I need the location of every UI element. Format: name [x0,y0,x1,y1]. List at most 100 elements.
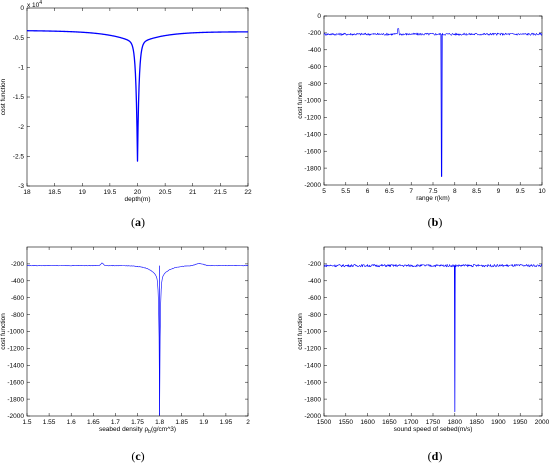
x-tick-label: 8 [453,188,457,195]
y-axis-label: cost function [0,78,7,115]
x-tick-label: 1950 [513,419,528,426]
panel-d: 1500 1550 1600 1650 1700 1750 1800 1850 1900 1950… [297,246,550,463]
y-tick-label: -2000 [7,413,24,420]
x-tick-label: 1.5 [22,419,31,426]
x-tick-label: 21.5 [214,189,227,196]
y-tick-label: -1000 [304,329,321,336]
x-tick-label: 1650 [382,419,397,426]
y-tick-label: -600 [11,295,24,302]
x-tick-label: 1800 [448,419,463,426]
x-tick-label: 1.55 [43,419,56,426]
y-tick-label: 0 [317,13,321,20]
x-tick-label: 1.85 [175,419,188,426]
y-tick-label: -1600 [7,379,24,386]
x-tick-label: 2 [246,419,250,426]
plot-frame [26,246,249,417]
x-axis-label-main: seabed density ρ [99,426,149,433]
y-tick-label: -400 [308,47,321,54]
x-tick-label: 18 [23,189,31,196]
y-tick-label: -1000 [304,98,321,105]
y-tick-label: -800 [308,81,321,88]
y-tick-label: -1800 [304,396,321,403]
y-tick-label: -800 [308,312,321,319]
y-axis-label: cost function [0,313,7,350]
x-tick-label: 1700 [404,419,419,426]
x-tick-label: 9.5 [516,188,525,195]
x-tick-label: 6.5 [385,188,394,195]
x-axis-label: range r(km) [416,195,450,202]
x-tick-label: 8.5 [472,188,481,195]
panel-label-open: ( [131,449,135,463]
panel-label-close: ) [141,449,145,463]
y-axis-label: cost function [297,82,304,119]
x-tick-label: 5.5 [341,188,350,195]
x-tick-label: 7 [409,188,413,195]
y-tick-label: -600 [308,64,321,71]
y-tick-label: -1 [18,65,24,72]
y-tick-label: -2000 [304,182,321,189]
x-tick-label: 18.5 [48,189,61,196]
panel-label: (b) [428,215,443,229]
panel-label-letter: c [135,449,141,463]
y-tick-label: -2000 [304,413,321,420]
panel-label-open: ( [428,449,432,463]
x-axis-label: sound speed of sebed(m/s) [394,426,473,433]
y-tick-label: -1600 [304,379,321,386]
plot-frame [323,15,543,186]
y-tick-label: -600 [308,295,321,302]
panel-label-letter: a [135,215,141,229]
x-tick-label: 1.7 [111,419,120,426]
x-tick-label: 1.6 [67,419,76,426]
panel-c: 1.5 1.55 1.6 1.65 1.7 1.75 1.8 1.85 1.9 1.95 2 -200… [0,246,250,463]
panel-label-close: ) [141,215,145,229]
panel-label-open: ( [428,215,432,229]
x-tick-label: 21 [189,189,197,196]
x-axis-label-unit: (g/cm^3) [151,426,176,433]
series-line [323,28,543,177]
plot-frame [323,246,543,417]
x-tick-label: 2000 [535,419,550,426]
y-tick-label: -1400 [304,363,321,370]
panel-label-close: ) [438,215,442,229]
y-tick-label: -1000 [7,329,24,336]
panel-label: (a) [131,215,145,229]
x-tick-label: 6 [366,188,370,195]
x-tick-label: 1850 [469,419,484,426]
series-line [26,262,249,416]
x-axis-label-sub: b [148,429,151,435]
x-tick-label: 19.5 [104,189,117,196]
y-tick-label: -400 [11,278,24,285]
y-tick-label: -1800 [304,165,321,172]
x-tick-label: 19 [79,189,87,196]
x-tick-label: 22 [244,189,252,196]
x-tick-label: 10 [538,188,546,195]
y-tick-label: -1200 [304,115,321,122]
panel-label: (d) [428,449,443,463]
series-line [26,30,249,162]
x-axis-label: depth(m) [124,196,150,203]
x-tick-label: 1900 [491,419,506,426]
panel-label-letter: d [432,449,439,463]
panel-label: (c) [131,449,144,463]
x-tick-label: 20 [134,189,142,196]
y-tick-label: -1200 [7,346,24,353]
x-axis-label: seabed density ρb(g/cm^3) [99,426,176,435]
y-tick-label: -1200 [304,346,321,353]
x-tick-label: 1.75 [131,419,144,426]
y-tick-label: -2 [18,124,24,131]
x-tick-label: 1550 [339,419,354,426]
panel-b: 5 5.5 6 6.5 7 7.5 8 8.5 9 9.5 10 0 -200 -400 -600 -800 -… [297,13,546,229]
y-axis-exponent: x 104 [27,0,42,9]
x-tick-label: 7.5 [428,188,437,195]
x-tick-label: 1.65 [87,419,100,426]
panel-label-open: ( [131,215,135,229]
y-tick-label: -1400 [304,132,321,139]
x-tick-label: 1500 [317,419,332,426]
y-axis-label: cost function [297,313,304,350]
panel-label-letter: b [432,215,439,229]
panel-label-close: ) [438,449,442,463]
x-tick-label: 1600 [360,419,375,426]
y-tick-label: -0.5 [13,35,25,42]
y-tick-label: -200 [11,261,24,268]
